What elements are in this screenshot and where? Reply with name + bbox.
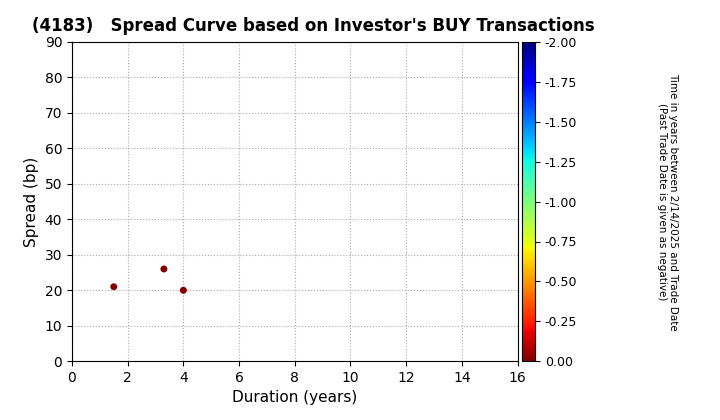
Point bbox=[178, 287, 189, 294]
Y-axis label: Spread (bp): Spread (bp) bbox=[24, 157, 39, 247]
Text: (4183)   Spread Curve based on Investor's BUY Transactions: (4183) Spread Curve based on Investor's … bbox=[32, 17, 595, 35]
Point bbox=[108, 284, 120, 290]
Point bbox=[158, 265, 170, 272]
X-axis label: Duration (years): Duration (years) bbox=[232, 391, 357, 405]
Y-axis label: Time in years between 2/14/2025 and Trade Date
(Past Trade Date is given as nega: Time in years between 2/14/2025 and Trad… bbox=[657, 73, 678, 331]
